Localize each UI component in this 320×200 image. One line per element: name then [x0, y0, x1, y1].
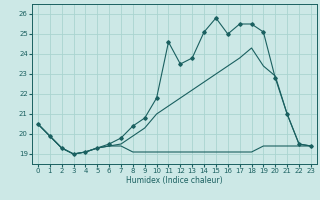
X-axis label: Humidex (Indice chaleur): Humidex (Indice chaleur): [126, 176, 223, 185]
